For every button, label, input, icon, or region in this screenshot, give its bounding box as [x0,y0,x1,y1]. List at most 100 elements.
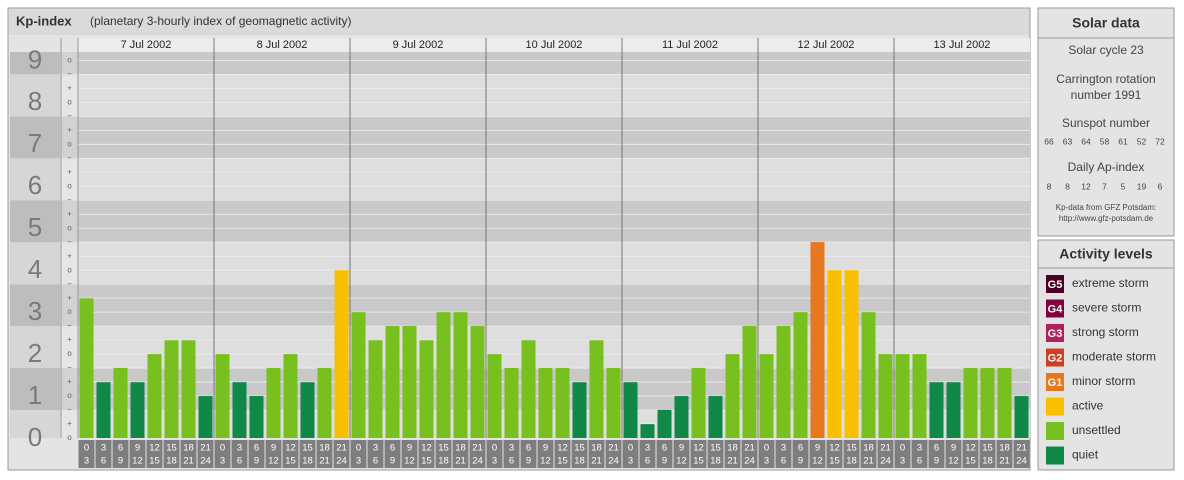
y-digit-cell [10,284,60,327]
legend-label: active [1072,399,1104,413]
subtick-label: o [67,97,72,106]
y-tick-label: 6 [28,170,42,200]
hour-label: 3 [645,443,650,454]
hour-cell [843,440,860,468]
hour-label: 21 [455,456,466,467]
hour-label: 12 [404,456,415,467]
hour-label: 3 [84,456,89,467]
subtick-cell [61,200,78,243]
bar [368,340,383,438]
bar [351,312,366,438]
hour-label: 24 [608,456,619,467]
bar [487,354,502,438]
hour-label: 21 [319,456,330,467]
legend-label: extreme storm [1072,276,1149,290]
hour-cell [979,440,996,468]
legend-code: G2 [1048,352,1063,364]
day-header [894,38,1030,52]
subtick-label: o [67,349,72,358]
hour-label: 3 [356,456,361,467]
hour-cell [792,440,809,468]
hour-label: 12 [285,443,296,454]
ap-value: 8 [1065,181,1070,191]
day-header [78,38,214,52]
legend-code: G1 [1048,377,1063,389]
hour-label: 18 [863,443,874,454]
subtick-label: + [67,167,72,176]
hour-label: 9 [390,456,395,467]
day-header [486,38,622,52]
bar [963,367,978,438]
bar [878,354,893,438]
bar [266,367,281,438]
hour-cell [367,440,384,468]
bar [657,409,672,438]
hour-label: 12 [948,456,959,467]
hour-label: 6 [645,456,650,467]
rotation: Carrington rotation [1056,72,1155,86]
y-tick-label: 1 [28,380,42,410]
solar-panel [1037,7,1175,237]
hour-label: 18 [574,456,585,467]
legend-swatch [1046,324,1064,342]
subtick-cell [61,116,78,159]
hour-label: 3 [900,456,905,467]
hour-cell [775,440,792,468]
bar [725,354,740,438]
hour-label: 0 [900,443,905,454]
bar [147,354,162,438]
hour-cell [503,440,520,468]
hour-label: 21 [472,443,483,454]
hour-cell [435,440,452,468]
hour-label: 15 [166,443,177,454]
hour-cell [231,440,248,468]
hour-label: 24 [200,456,211,467]
hour-label: 9 [951,443,956,454]
bar [674,396,689,438]
sunspots-value: 58 [1100,136,1110,146]
ap-value: 6 [1158,181,1163,191]
hour-cell [146,440,163,468]
legend-swatch [1046,397,1064,416]
legend-swatch [1046,446,1064,465]
bar [453,312,468,438]
hour-cell [95,440,112,468]
ap-value: 8 [1047,181,1052,191]
hour-label: 18 [438,456,449,467]
hour-label: 21 [1016,443,1027,454]
solar-title: Solar data [1072,15,1140,31]
hour-cell [112,440,129,468]
day-label: 9 Jul 2002 [393,39,444,51]
hour-cell [333,440,350,468]
header-bar [9,9,1029,35]
hour-label: 9 [271,443,276,454]
day-label: 8 Jul 2002 [257,39,308,51]
hour-label: 0 [220,443,225,454]
bar [181,340,196,438]
y-tick-label: 9 [28,44,42,74]
hour-label: 24 [1016,456,1027,467]
hour-cell [673,440,690,468]
bar [249,396,264,438]
bar [912,354,927,438]
hour-label: 12 [965,443,976,454]
bar [929,382,944,438]
hour-label: 18 [727,443,738,454]
hour-label: 3 [509,443,514,454]
hour-label: 21 [200,443,211,454]
legend-swatch [1046,348,1064,367]
hour-label: 3 [237,443,242,454]
ap-value: 7 [1102,181,1107,191]
bar [810,242,825,438]
hour-cell [129,440,146,468]
hour-label: 9 [543,443,548,454]
y-digit-cell [10,200,60,243]
hour-cell [180,440,197,468]
ap-title: Daily Ap-index [1068,160,1145,174]
hour-cell [877,440,894,468]
hour-cell [690,440,707,468]
bar [470,325,485,438]
day-header [622,38,758,52]
y-tick-label: 3 [28,296,42,326]
hour-cell [248,440,265,468]
